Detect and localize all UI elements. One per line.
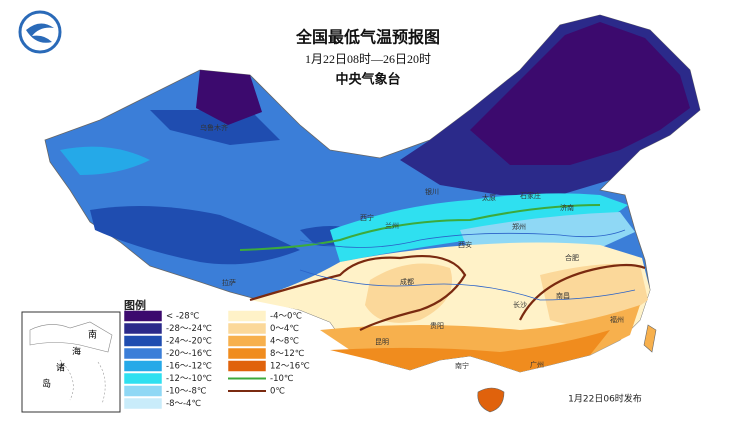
legend-title: 图例 [124,298,146,312]
zone-orange [365,263,452,323]
legend-swatch [227,335,267,347]
inset-char: 诸 [56,363,65,374]
legend-label: -4～0℃ [270,312,302,322]
city-label: 福州 [610,315,624,324]
contour-minus10 [239,204,601,251]
legend-label: 4～8℃ [270,337,299,347]
legend-swatch [123,372,163,385]
legend-label: -20～-16℃ [166,349,212,359]
legend-label: < -28℃ [166,312,200,322]
taiwan [643,324,657,353]
inset-char: 南 [88,329,97,341]
city-label: 南宁 [455,361,469,370]
legend-label: -16～-12℃ [166,362,212,372]
city-label: 西安 [458,240,472,249]
map-title: 全国最低气温预报图 [295,28,440,47]
legend-label: -10～-8℃ [166,387,207,397]
city-label: 贵阳 [430,321,444,330]
legend-label: -8～-4℃ [166,399,201,409]
legend-swatch [227,347,267,360]
hainan [477,387,505,413]
legend-swatch [227,322,267,335]
inset-char: 海 [72,346,81,358]
city-label: 济南 [560,203,574,212]
map [44,14,701,413]
legend-label: -24～-20℃ [166,337,212,347]
city-label: 长沙 [513,300,527,309]
city-label: 太原 [482,193,496,202]
legend-label: -12～-10℃ [166,374,212,384]
legend-swatch [227,310,267,322]
rivers [299,229,636,301]
zone-orange3 [330,330,610,372]
legend-swatch [123,397,163,410]
issue-time: 1月22日06时发布 [568,393,642,405]
city-label: 郑州 [512,223,526,231]
legend-swatch [123,385,163,397]
zone-purple [470,22,690,165]
legend: 图例 < -28℃ -28～-24℃ -24～-20℃ -20～-16℃ -16～-12… [123,298,310,410]
legend-label: 0℃ [270,387,285,397]
city-label: 乌鲁木齐 [200,123,228,132]
legend-swatch [123,322,163,335]
map-issuer: 中央气象台 [335,72,400,88]
logo [18,10,62,54]
city-label: 广州 [530,360,544,369]
legend-swatch [227,360,267,372]
zone-dark-blue [150,110,280,145]
legend-label: 12～16℃ [270,362,310,372]
city-label: 南昌 [556,291,570,300]
map-period: 1月22日08时—26日20时 [305,52,431,66]
city-label: 拉萨 [222,278,236,287]
legend-label: 0～4℃ [270,324,299,334]
legend-label: -28～-24℃ [166,324,212,334]
contour-0 [249,254,646,331]
city-label: 成都 [400,277,414,286]
zone-purple [196,70,262,125]
city-label: 兰州 [385,221,399,230]
legend-label: 8～12℃ [270,349,305,359]
legend-label: -10℃ [270,374,294,384]
city-label: 合肥 [565,253,579,262]
inset-char: 岛 [42,378,51,390]
legend-swatch [123,347,163,360]
zone-light [60,146,150,175]
city-label: 昆明 [375,338,389,346]
city-label: 西宁 [360,213,374,222]
city-labels: 乌鲁木齐 拉萨 西宁 兰州 银川 西安 成都 太原 石家庄 郑州 济南 合肥 长… [200,123,624,370]
legend-swatch [123,310,163,322]
legend-swatch [123,335,163,347]
legend-swatch [123,360,163,372]
city-label: 银川 [425,187,439,196]
inset: 南 海 诸 岛 [21,311,121,413]
city-label: 石家庄 [520,191,541,200]
